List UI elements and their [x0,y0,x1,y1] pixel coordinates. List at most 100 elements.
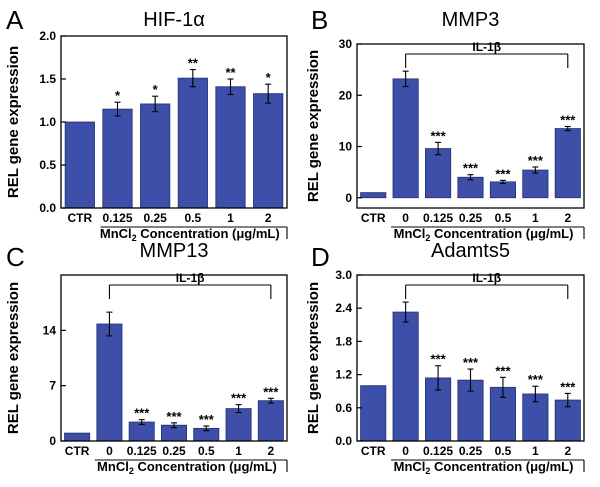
y-tick-label: 30 [339,37,353,51]
x-tick-label: 1 [532,211,539,225]
x-tick-label: CTR [361,211,386,225]
bar [64,121,95,209]
panel-letter: A [6,5,24,35]
bar [225,408,252,442]
significance-label: *** [263,384,279,399]
x-tick-label: 2 [564,211,571,225]
significance-label: *** [199,412,215,427]
y-tick-label: 1.8 [335,334,352,348]
bar [392,78,419,199]
significance-label: *** [560,379,576,394]
x-axis-label: MnCl2 Concentration (μg/mL) [97,459,277,476]
y-tick-label: 1.2 [335,368,352,382]
chart-title: Adamts5 [431,240,510,262]
x-tick-label: 0 [106,444,113,458]
significance-label: *** [528,153,544,168]
y-tick-label: 20 [339,88,353,102]
panel-c: C MMP13 REL gene expression *** *** *** *** ***… [5,240,288,476]
bar [257,400,284,442]
significance-label: * [153,82,159,97]
bar [253,93,284,209]
y-axis-label: REL gene expression [305,50,322,202]
bar [360,192,387,199]
x-tick-label: 0.125 [423,211,453,225]
x-tick-label: 1 [227,211,234,225]
x-tick-label: 0.5 [495,211,512,225]
bracket-label: IL-1β [176,271,205,285]
x-tick-label: 0.25 [459,444,483,458]
bar [102,108,133,209]
bracket-label: IL-1β [472,40,501,54]
significance-label: *** [430,352,446,367]
x-tick-label: 1 [532,444,539,458]
y-tick-label: 14 [43,323,57,337]
significance-label: *** [528,372,544,387]
significance-label: * [115,88,121,103]
x-tick-label: 0 [402,211,409,225]
bar [392,311,419,442]
bar [177,77,208,209]
y-tick-label: 0.0 [39,201,56,215]
bar [522,169,549,199]
y-tick-label: 0.5 [39,158,56,172]
y-tick-label: 3.0 [335,268,352,282]
plot-frame [60,274,288,442]
significance-label: *** [231,391,247,406]
y-tick-label: 0 [49,434,56,448]
significance-label: * [266,70,272,85]
significance-label: *** [463,161,479,176]
y-axis-label: REL gene expression [5,46,22,198]
x-tick-label: 0.25 [459,211,483,225]
bar [489,181,516,199]
x-tick-label: 0.25 [143,211,167,225]
plot-frame [356,274,585,442]
x-tick-label: CTR [67,211,92,225]
x-axis-label: MnCl2 Concentration (μg/mL) [394,459,574,476]
significance-label: *** [560,113,576,128]
bar [554,128,581,199]
bar [425,148,452,199]
bracket-label: IL-1β [472,271,501,285]
x-tick-label: 0.5 [198,444,215,458]
bar [64,432,91,442]
significance-label: ** [225,65,236,80]
significance-label: ** [188,56,199,71]
x-tick-label: 0.125 [102,211,132,225]
significance-label: *** [495,363,511,378]
plot-frame [356,43,585,209]
y-axis-label: REL gene expression [305,282,322,434]
x-tick-label: 0.25 [162,444,186,458]
significance-label: *** [430,128,446,143]
x-tick-label: CTR [361,444,386,458]
bar [96,323,123,442]
bar [140,103,171,209]
x-tick-label: 0 [402,444,409,458]
y-tick-label: 2.4 [335,301,352,315]
significance-label: *** [134,406,150,421]
x-tick-label: 2 [268,444,275,458]
x-tick-label: 2 [564,444,571,458]
x-tick-label: 1 [235,444,242,458]
y-tick-label: 1.0 [39,115,56,129]
y-tick-label: 10 [339,140,353,154]
x-axis-label: MnCl2 Concentration (μg/mL) [100,226,280,243]
y-tick-label: 0.6 [335,401,352,415]
x-tick-label: 2 [265,211,272,225]
x-tick-label: 0.125 [423,444,453,458]
chart-title: MMP13 [140,240,209,262]
x-axis-label: MnCl2 Concentration (μg/mL) [394,226,574,243]
significance-label: *** [166,409,182,424]
panel-d: D Adamts5 REL gene expression *** *** *** *** *… [305,240,585,476]
y-tick-label: 0 [345,191,352,205]
significance-label: *** [463,355,479,370]
chart-title: HIF-1α [143,9,205,31]
bar [215,86,246,209]
y-tick-label: 2.0 [39,29,56,43]
x-tick-label: CTR [65,444,90,458]
panel-b: B MMP3 REL gene expression *** *** *** *** *** 0… [305,5,585,243]
y-axis-label: REL gene expression [5,282,22,434]
x-tick-label: 0.5 [184,211,201,225]
panel-letter: D [311,242,330,272]
